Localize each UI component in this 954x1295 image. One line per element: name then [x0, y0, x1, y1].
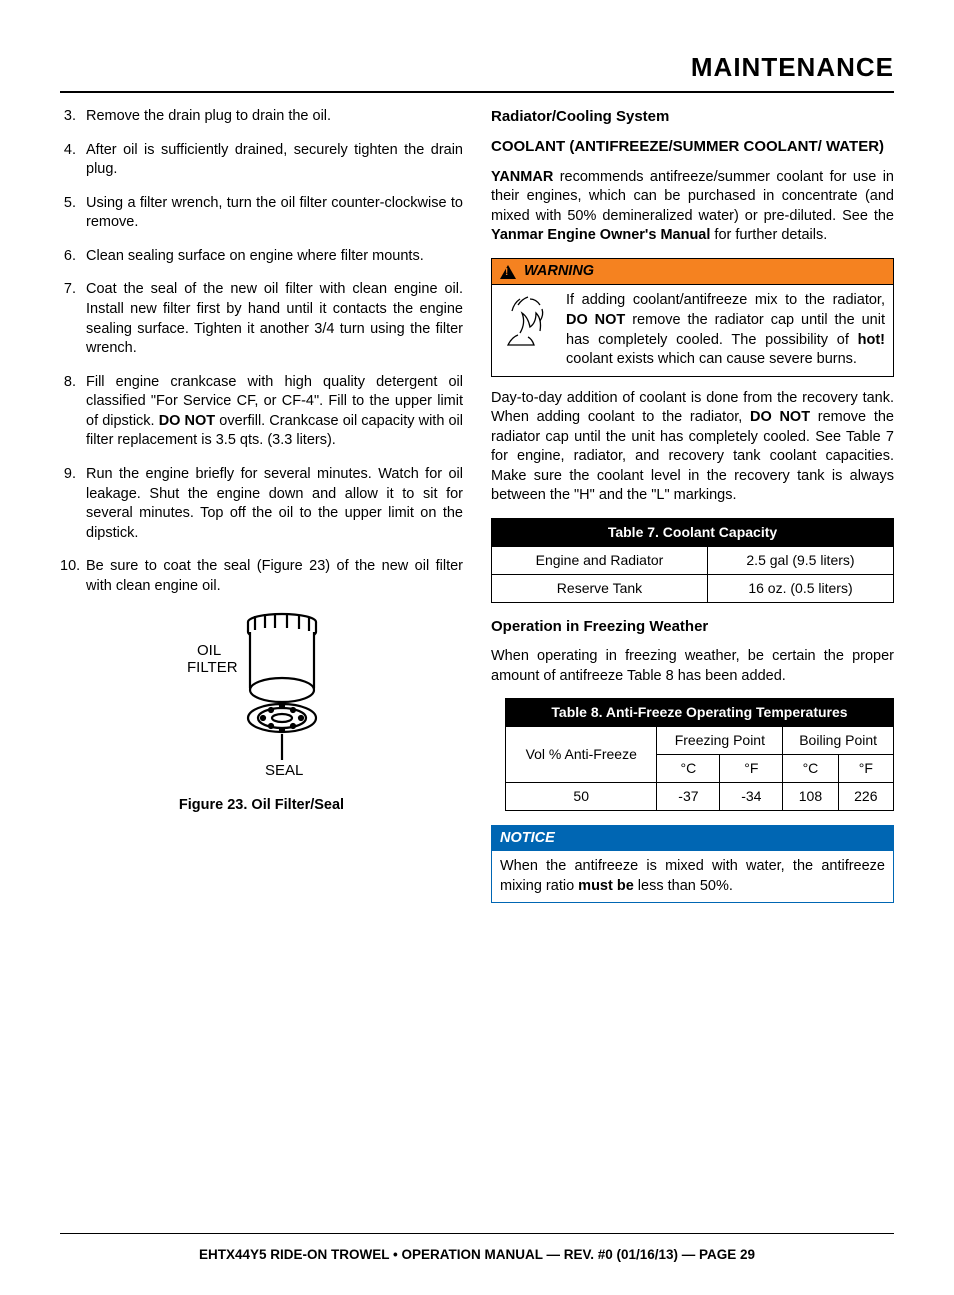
notice-text: When the antifreeze is mixed with water,… — [492, 851, 893, 902]
list-item: 9.Run the engine briefly for several min… — [60, 465, 463, 543]
left-column: 3.Remove the drain plug to drain the oil… — [60, 107, 463, 903]
warning-callout: WARNING If adding coolant/antifreeze mix… — [491, 258, 894, 377]
list-item: 7.Coat the seal of the new oil filter wi… — [60, 280, 463, 358]
svg-text:FILTER: FILTER — [187, 659, 238, 676]
notice-callout: NOTICE When the antifreeze is mixed with… — [491, 825, 894, 904]
figure-caption: Figure 23. Oil Filter/Seal — [60, 796, 463, 816]
right-column: Radiator/Cooling System COOLANT (ANTIFRE… — [491, 107, 894, 903]
table7-title: Table 7. Coolant Capacity — [492, 519, 894, 547]
notice-label: NOTICE — [492, 826, 893, 852]
heading-radiator: Radiator/Cooling System — [491, 107, 894, 127]
paragraph-freezing: When operating in freezing weather, be c… — [491, 647, 894, 686]
p1-tail: for further details. — [710, 227, 827, 243]
table-row: Engine and Radiator2.5 gal (9.5 liters) — [492, 546, 894, 574]
page-header: MAINTENANCE — [60, 50, 894, 93]
brand-bold: YANMAR — [491, 169, 553, 185]
table-row: Reserve Tank16 oz. (0.5 liters) — [492, 574, 894, 602]
figure-label-top: OIL — [197, 642, 221, 659]
warning-header: WARNING — [492, 259, 893, 286]
warning-triangle-icon — [500, 265, 516, 279]
list-item: 3.Remove the drain plug to drain the oil… — [60, 107, 463, 127]
figure-label-bottom: SEAL — [265, 762, 303, 779]
heading-freezing: Operation in Freezing Weather — [491, 617, 894, 637]
list-item: 4.After oil is sufficiently drained, sec… — [60, 141, 463, 180]
table-row: 50-37 -34108 226 — [506, 782, 894, 810]
table8-title: Table 8. Anti-Freeze Operating Temperatu… — [506, 699, 894, 727]
warning-label: WARNING — [524, 262, 594, 282]
list-item: 10.Be sure to coat the seal (Figure 23) … — [60, 557, 463, 596]
manual-bold: Yanmar Engine Owner's Manual — [491, 227, 710, 243]
oil-filter-icon: OIL FILTER SEAL — [187, 610, 337, 790]
table-antifreeze: Table 8. Anti-Freeze Operating Temperatu… — [505, 698, 894, 811]
list-item: 5.Using a filter wrench, turn the oil fi… — [60, 194, 463, 233]
table-row: Vol % Anti-Freeze Freezing Point Boiling… — [506, 726, 894, 754]
procedure-list: 3.Remove the drain plug to drain the oil… — [60, 107, 463, 596]
page-footer: EHTX44Y5 RIDE-ON TROWEL • OPERATION MANU… — [60, 1233, 894, 1264]
list-item: 6.Clean sealing surface on engine where … — [60, 247, 463, 267]
table-coolant-capacity: Table 7. Coolant Capacity Engine and Rad… — [491, 518, 894, 603]
paragraph-yanmar: YANMAR recommends antifreeze/summer cool… — [491, 168, 894, 246]
heading-coolant: COOLANT (ANTIFREEZE/SUMMER COOLANT/ WATE… — [491, 137, 894, 157]
content-columns: 3.Remove the drain plug to drain the oil… — [60, 107, 894, 903]
figure-oil-filter: OIL FILTER SEAL Figure 23. Oil Filter/Se… — [60, 610, 463, 816]
warning-text: If adding coolant/antifreeze mix to the … — [566, 291, 885, 369]
hot-hand-icon — [500, 291, 556, 347]
paragraph-dayto-day: Day-to-day addition of coolant is done f… — [491, 389, 894, 506]
list-item: 8.Fill engine crankcase with high qualit… — [60, 373, 463, 451]
